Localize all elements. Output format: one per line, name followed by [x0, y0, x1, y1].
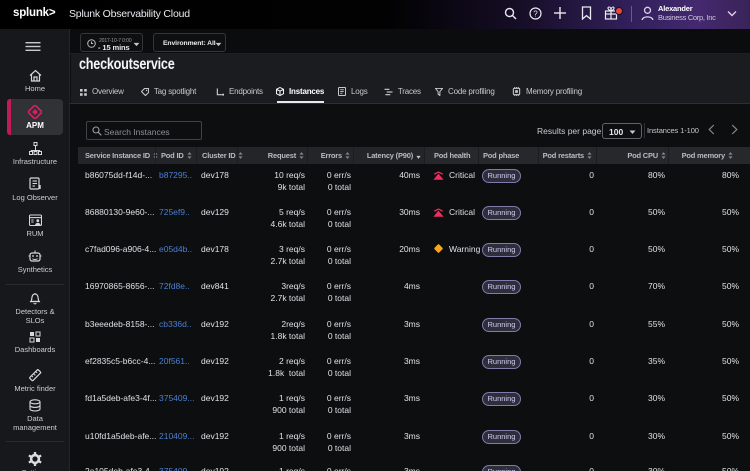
svg-text:?: ? — [533, 9, 538, 18]
